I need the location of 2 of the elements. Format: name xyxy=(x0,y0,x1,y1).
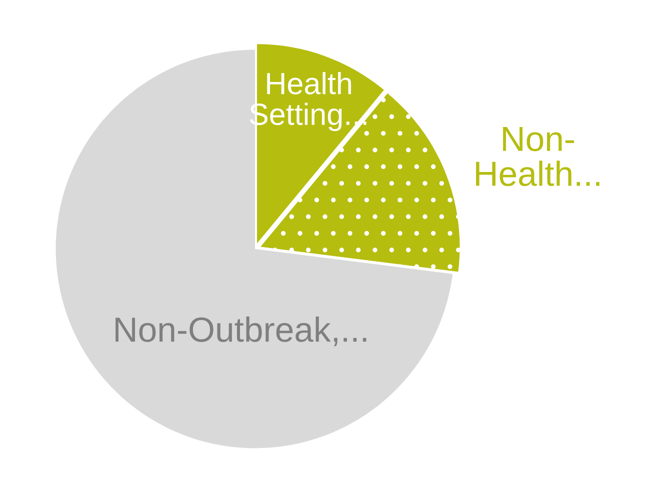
slice-label: Non-Health... xyxy=(476,127,600,186)
slice-label: Non-Outbreak,... xyxy=(116,316,366,346)
